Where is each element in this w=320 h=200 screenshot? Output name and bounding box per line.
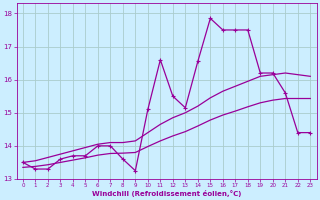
X-axis label: Windchill (Refroidissement éolien,°C): Windchill (Refroidissement éolien,°C) <box>92 190 241 197</box>
